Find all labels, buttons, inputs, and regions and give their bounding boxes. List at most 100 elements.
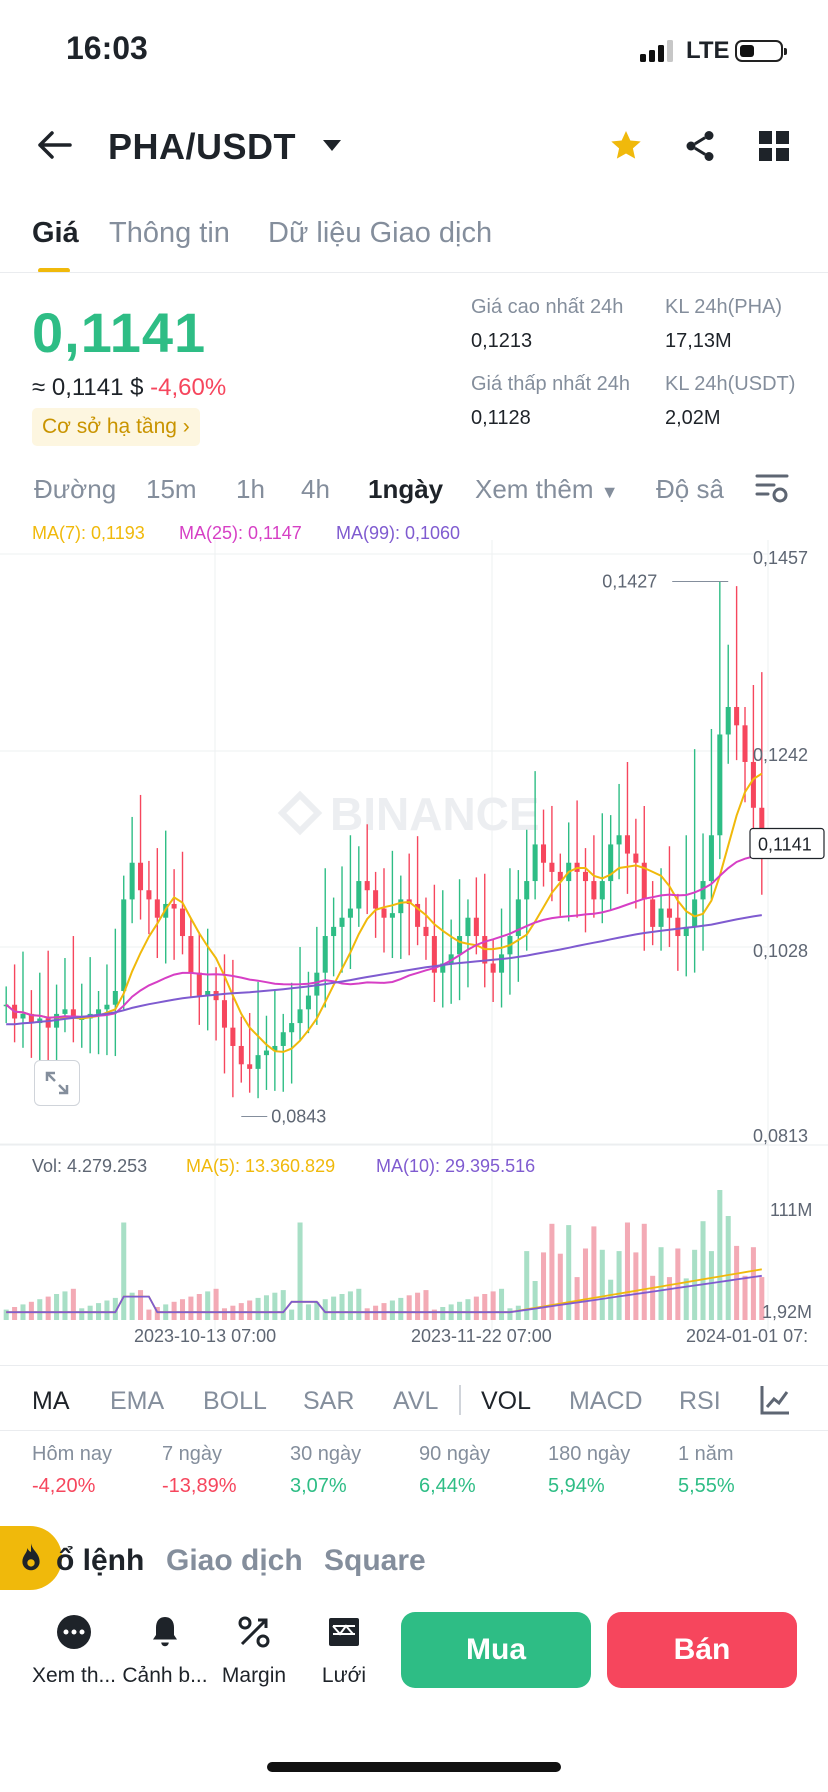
volume-bar (138, 1290, 144, 1320)
pair-dropdown-icon[interactable] (323, 140, 341, 151)
indicator-macd[interactable]: MACD (569, 1387, 643, 1415)
more-tool[interactable] (56, 1614, 92, 1655)
interval-line[interactable]: Đường (34, 474, 117, 504)
price-axis-label: 0,0813 (753, 1126, 808, 1146)
volume-bar (37, 1299, 43, 1320)
chart-settings-icon[interactable] (754, 470, 790, 506)
expand-chart-button[interactable] (34, 1060, 80, 1106)
tab-info[interactable]: Thông tin (109, 217, 230, 249)
price-axis-label: 0,1457 (753, 548, 808, 568)
layout-grid-icon[interactable] (758, 130, 790, 162)
moving-average-lines (5, 772, 763, 1053)
pair-title[interactable]: PHA/USDT (108, 126, 297, 167)
volume-bar (112, 1297, 118, 1320)
volume-bar (54, 1294, 60, 1320)
candle-body (297, 1009, 303, 1024)
volume-bar (431, 1309, 437, 1320)
indicator-avl[interactable]: AVL (393, 1387, 439, 1415)
candle-body (314, 972, 320, 996)
candle-body (599, 881, 605, 900)
alert-tool[interactable] (147, 1614, 183, 1655)
tab-square[interactable]: Square (324, 1544, 426, 1577)
interval-4h[interactable]: 4h (301, 474, 330, 504)
indicator-ma[interactable]: MA (32, 1387, 70, 1415)
vol-usdt-label: KL 24h(USDT) (665, 373, 796, 395)
candle-body (725, 706, 731, 735)
candle-body (675, 917, 681, 937)
volume-bar (683, 1278, 689, 1320)
ma25-line (5, 854, 762, 1019)
candle-body (364, 881, 370, 891)
candle-body (666, 908, 672, 918)
candle-body (608, 844, 614, 882)
candle-body (171, 903, 177, 909)
more-icon (57, 1615, 91, 1649)
high-marker-label: 0,1427 (602, 571, 657, 591)
volume-bar (532, 1281, 538, 1320)
tab-price[interactable]: Giá (32, 217, 79, 249)
interval-15m[interactable]: 15m (146, 474, 197, 504)
candle-body (700, 881, 706, 900)
category-badge[interactable]: Cơ sở hạ tầng › (32, 408, 200, 446)
volume-bar (297, 1222, 303, 1320)
interval-1h[interactable]: 1h (236, 474, 265, 504)
interval-1day[interactable]: 1ngày (368, 474, 444, 504)
volume-bar (364, 1308, 370, 1320)
ma99-line (6, 914, 762, 1026)
fire-button[interactable] (0, 1526, 62, 1590)
candle-body (616, 835, 622, 845)
chart-grid (0, 540, 828, 1330)
star-icon[interactable] (608, 128, 644, 164)
volume-bar (305, 1304, 311, 1320)
tab-order-book[interactable]: ổ lệnh (56, 1544, 145, 1577)
candle-body (339, 917, 345, 927)
indicator-settings-icon[interactable] (758, 1383, 792, 1417)
candle-body (238, 1045, 244, 1065)
volume-bar (750, 1247, 756, 1320)
volume-bar (591, 1226, 597, 1320)
performance-value: 3,07% (290, 1475, 347, 1497)
volume-bar (154, 1307, 160, 1320)
volume-bar (482, 1294, 488, 1320)
sell-button[interactable]: Bán (607, 1612, 797, 1688)
share-icon[interactable] (682, 128, 718, 164)
indicator-separator (459, 1385, 461, 1415)
candlestick-chart[interactable]: BINANCE 0,14570,12420,10280,08130,11410,… (0, 540, 828, 1360)
volume-bar (641, 1223, 647, 1320)
volume-bar (566, 1225, 572, 1320)
candle-body (28, 1013, 34, 1024)
candle-body (457, 936, 463, 955)
performance-label: 90 ngày (419, 1443, 491, 1465)
indicator-sar[interactable]: SAR (303, 1387, 355, 1415)
margin-label: Margin (221, 1664, 287, 1687)
more-label: Xem th... (31, 1664, 117, 1687)
volume-bar (322, 1299, 328, 1320)
volume-bar (205, 1291, 211, 1320)
volume-bar (515, 1305, 521, 1320)
volume-bar (79, 1308, 85, 1320)
ma99-legend: MA(99): 0,1060 (336, 523, 461, 543)
approx-symbol: ≈ (32, 374, 46, 401)
candle-body (423, 926, 429, 937)
interval-more[interactable]: Xem thêm ▼ (475, 474, 619, 505)
interval-depth[interactable]: Độ sâ (656, 474, 724, 504)
candle-body (499, 954, 505, 973)
indicator-ema[interactable]: EMA (110, 1387, 165, 1415)
flame-icon (22, 1543, 40, 1571)
indicator-rsi[interactable]: RSI (679, 1387, 721, 1415)
back-arrow-icon[interactable] (36, 130, 72, 160)
expand-icon (45, 1071, 69, 1095)
grid-bot-tool[interactable] (326, 1614, 362, 1655)
candle-body (255, 1055, 261, 1069)
axis-labels: 0,1457 0,1242 0,1028 0,0813 0,1141 0,1427 0,08… (241, 548, 825, 1146)
buy-button[interactable]: Mua (401, 1612, 591, 1688)
tabs-divider (0, 272, 828, 273)
tab-trades[interactable]: Giao dịch (166, 1544, 303, 1577)
alert-label: Cảnh b... (122, 1664, 208, 1687)
candle-body (540, 844, 547, 863)
indicator-boll[interactable]: BOLL (203, 1387, 267, 1415)
indicator-vol[interactable]: VOL (481, 1387, 532, 1415)
tab-trading-data[interactable]: Dữ liệu Giao dịch (268, 217, 493, 249)
margin-tool[interactable] (236, 1614, 272, 1655)
candle-body (557, 871, 563, 882)
